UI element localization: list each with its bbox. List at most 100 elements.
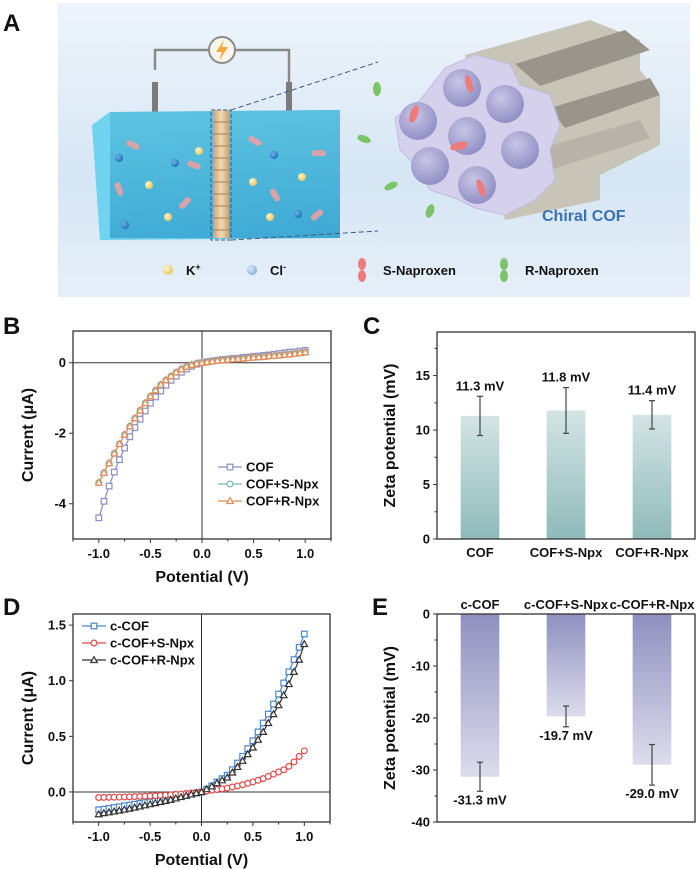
power-source-icon <box>208 36 236 64</box>
y-tick-label: 0 <box>59 355 66 370</box>
data-point <box>110 468 118 476</box>
data-point <box>258 727 268 736</box>
bar <box>632 414 672 539</box>
legend-label-r-naproxen: R-Naproxen <box>525 263 599 278</box>
x-tick-label: 0.0 <box>193 546 211 561</box>
data-point <box>263 718 273 727</box>
panel-a: A <box>3 3 690 297</box>
data-point <box>299 639 309 648</box>
chiral-cof-label: Chiral COF <box>542 208 626 225</box>
k-ion-icon <box>163 265 173 275</box>
x-tick-label: -0.5 <box>139 546 161 561</box>
data-point <box>94 478 104 486</box>
data-point <box>135 405 145 414</box>
panel-letter-e: E <box>372 594 388 621</box>
value-label: -31.3 mV <box>453 792 507 807</box>
x-tick-label: 0.5 <box>245 546 263 561</box>
legend-marker <box>226 463 234 471</box>
data-point <box>280 766 288 774</box>
bar-group: 11.8 mV COF+S-Npx <box>530 370 603 560</box>
panel-letter-a: A <box>3 10 20 37</box>
legend-marker <box>90 639 98 647</box>
data-point <box>156 380 166 388</box>
circuit-wire <box>153 48 291 90</box>
legend-label: COF <box>246 460 274 475</box>
bar-group: 11.4 mV COF+R-Npx <box>615 383 689 560</box>
bar-group: -29.0 mV c-COF+R-Npx <box>610 597 696 801</box>
data-point <box>151 385 160 394</box>
plot-frame <box>436 331 696 540</box>
value-label: 11.3 mV <box>456 378 505 393</box>
x-axis-label: Potential (V) <box>155 569 248 586</box>
series-cof-r-npx <box>94 347 310 486</box>
data-point <box>280 350 289 358</box>
y-axis-label: Current (μA) <box>20 388 37 482</box>
data-point <box>238 756 247 764</box>
data-point <box>295 752 303 760</box>
data-point <box>213 356 222 364</box>
data-point <box>130 413 140 422</box>
data-point <box>300 630 308 638</box>
legend-item: c-COF+R-Npx <box>82 653 196 668</box>
category-label: c-COF+S-Npx <box>524 597 609 612</box>
data-point <box>95 514 103 522</box>
y-tick-label: 10 <box>416 423 430 438</box>
illustration-legend: K+ Cl- S-Naproxen R-Naproxen <box>163 258 599 282</box>
bar-group: -31.3 mV c-COF <box>453 597 507 807</box>
chart-c-zeta-potential: 11.3 mV COF 11.8 mV COF+S-Npx 11.4 mV COF+R-N… <box>382 331 696 560</box>
data-point <box>233 354 243 362</box>
series-c-cof-r-npx <box>94 639 309 818</box>
data-point <box>146 391 155 400</box>
value-label: -29.0 mV <box>625 786 679 801</box>
panel-letter-c: C <box>363 313 380 340</box>
category-label: c-COF <box>461 597 500 612</box>
y-tick-label: -20 <box>411 711 430 726</box>
data-point <box>161 375 171 384</box>
category-label: c-COF+R-Npx <box>610 597 696 612</box>
data-point <box>109 448 119 457</box>
data-point <box>243 749 253 758</box>
legend-marker <box>90 622 98 630</box>
legend-label-k: K+ <box>186 262 201 278</box>
data-point <box>280 679 288 687</box>
data-point <box>300 347 310 356</box>
category-label: COF <box>466 545 494 560</box>
legend-label: c-COF+R-Npx <box>110 653 196 668</box>
chart-b-iv-curves: -1.0 -0.5 0.0 0.5 1.0 0 -2 -4 Potential (V) Curre… <box>20 330 332 586</box>
chiral-cof-structure <box>394 20 660 220</box>
s-naproxen-icon <box>358 258 366 282</box>
data-point <box>100 497 108 505</box>
value-label: 11.4 mV <box>628 383 677 398</box>
y-axis-label: Current (μA) <box>20 671 37 765</box>
legend-label: c-COF+S-Npx <box>110 636 195 651</box>
y-axis-label: Zeta potential (mV) <box>382 363 399 507</box>
bar-group: 11.3 mV COF <box>456 378 505 560</box>
data-point <box>275 690 282 698</box>
y-tick-label: -40 <box>411 815 430 830</box>
legend-label-s-naproxen: S-Naproxen <box>383 263 456 278</box>
data-point <box>140 398 150 407</box>
r-naproxen-icon <box>500 258 508 282</box>
y-tick-label: 0 <box>423 532 430 547</box>
legend-item: COF+R-Npx <box>218 494 320 509</box>
legend-item: c-COF+S-Npx <box>82 636 195 651</box>
panel-letter-d: D <box>3 594 20 621</box>
data-point <box>115 439 124 447</box>
data-point <box>269 351 279 359</box>
data-point <box>222 772 232 781</box>
data-point <box>223 355 233 363</box>
data-point <box>254 352 264 361</box>
y-tick-label: 15 <box>416 368 430 383</box>
data-point <box>166 371 176 380</box>
electrode-right <box>286 82 292 118</box>
data-point <box>120 430 129 438</box>
data-point <box>279 690 289 699</box>
legend-marker <box>226 480 234 488</box>
data-point <box>105 482 113 490</box>
bar <box>460 614 500 777</box>
y-axis-label: Zeta potential (mV) <box>382 646 399 790</box>
value-label: 11.8 mV <box>542 370 591 385</box>
data-point <box>233 762 242 771</box>
legend-label: COF+S-Npx <box>246 477 319 492</box>
